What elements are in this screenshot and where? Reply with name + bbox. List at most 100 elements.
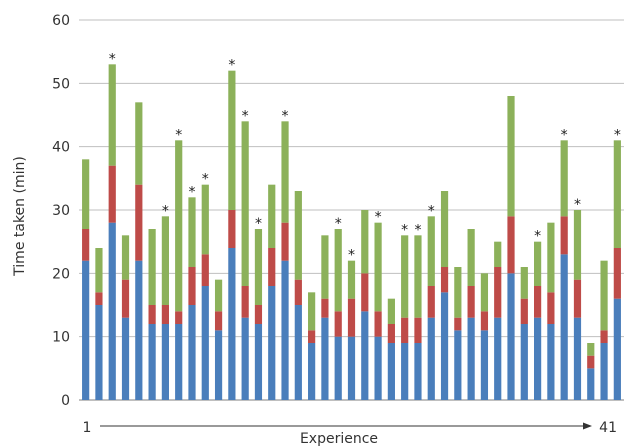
- y-tick-label: 10: [52, 330, 70, 346]
- bar-segment-green: [321, 235, 329, 299]
- bar-segment-red: [427, 286, 435, 318]
- bar-segment-blue: [374, 336, 382, 400]
- bar-segment-red: [401, 317, 409, 343]
- bar-segment-red: [334, 311, 342, 337]
- bar-segment-red: [547, 292, 555, 324]
- bar-segment-blue: [560, 254, 568, 400]
- bar-segment-blue: [507, 273, 515, 400]
- bar-segment-blue: [281, 260, 289, 400]
- y-tick-label: 40: [52, 140, 70, 156]
- bar-segment-green: [520, 267, 528, 299]
- annotation-star: *: [162, 203, 169, 219]
- bar-segment-red: [228, 210, 236, 248]
- bar-segment-blue: [268, 286, 276, 400]
- annotation-star: *: [375, 210, 382, 226]
- bar-segment-red: [82, 229, 90, 261]
- bar-segment-green: [268, 184, 276, 248]
- bar-segment-red: [148, 305, 156, 324]
- bar-segment-blue: [188, 305, 196, 400]
- bar-segment-red: [201, 254, 209, 286]
- bar-segment-red: [440, 267, 449, 293]
- bar-segment-green: [175, 140, 183, 312]
- annotation-markers: * * * * * * * * * * * * * * * * * * *: [109, 51, 621, 263]
- bar-segment-red: [294, 279, 302, 305]
- experience-arrow-head: [583, 422, 592, 430]
- bar-segment-blue: [427, 317, 435, 400]
- bar-segment-blue: [480, 330, 489, 400]
- bar-segment-red: [135, 184, 143, 261]
- bar-segment-blue: [82, 260, 90, 400]
- bar-segment-green: [148, 229, 156, 305]
- bar-segment-blue: [321, 317, 329, 400]
- bar-segment-green: [228, 70, 236, 210]
- bar-segment-green: [401, 235, 409, 318]
- bar-segment-green: [308, 292, 316, 331]
- bar-segment-blue: [121, 317, 130, 400]
- annotation-star: *: [401, 222, 408, 238]
- x-axis-label: Experience: [300, 431, 378, 447]
- bar-segment-green: [241, 121, 249, 286]
- annotation-star: *: [614, 127, 621, 143]
- bar-segment-red: [374, 311, 382, 337]
- bar-segment-blue: [108, 222, 116, 400]
- bar-segment-red: [121, 279, 130, 318]
- annotation-star: *: [335, 216, 342, 232]
- bar-segment-green: [507, 96, 515, 217]
- bar-segment-red: [214, 311, 223, 331]
- bar-segment-red: [600, 330, 608, 343]
- bar-segment-green: [454, 267, 462, 318]
- bar-segment-green: [135, 102, 143, 185]
- annotation-star: *: [202, 172, 209, 188]
- bar-segment-green: [600, 260, 608, 331]
- bar-segment-blue: [600, 343, 608, 400]
- y-tick-label: 50: [52, 76, 70, 92]
- y-axis-tick-labels: 0 10 20 30 40 50 60: [52, 13, 70, 409]
- bar-segment-red: [480, 311, 489, 331]
- bar-segment-blue: [414, 343, 422, 400]
- annotation-star: *: [242, 108, 249, 124]
- bar-segment-green: [188, 197, 196, 267]
- bar-segment-red: [347, 298, 356, 337]
- bar-segment-red: [175, 311, 183, 324]
- annotation-star: *: [574, 197, 581, 213]
- bar-segment-red: [281, 222, 289, 261]
- bar-segment-green: [95, 248, 103, 293]
- bar-segment-green: [427, 216, 435, 286]
- y-tick-label: 30: [52, 203, 70, 219]
- bar-segment-green: [108, 64, 116, 166]
- bar-segment-green: [82, 159, 90, 229]
- bar-segment-green: [361, 210, 369, 274]
- x-axis-end-label: 41: [599, 420, 617, 436]
- bar-segment-green: [294, 191, 302, 280]
- bar-segment-blue: [308, 343, 316, 400]
- bar-segment-blue: [401, 343, 409, 400]
- bar-segment-blue: [494, 317, 502, 400]
- y-axis-label: Time taken (min): [12, 156, 28, 277]
- annotation-star: *: [348, 248, 355, 264]
- bar-segment-red: [414, 317, 422, 343]
- bar-segment-green: [547, 222, 555, 293]
- bar-segment-blue: [241, 317, 249, 400]
- bar-segment-green: [387, 298, 395, 324]
- bar-segment-green: [414, 235, 422, 318]
- annotation-star: *: [561, 127, 568, 143]
- bar-segment-red: [308, 330, 316, 343]
- bar-segment-blue: [534, 317, 542, 400]
- bar-segment-red: [361, 273, 369, 312]
- bar-segment-green: [613, 140, 621, 248]
- bar-segment-blue: [95, 305, 103, 400]
- bar-segment-green: [480, 273, 489, 312]
- bar-segment-blue: [520, 324, 528, 400]
- annotation-star: *: [255, 216, 262, 232]
- bar-segment-green: [121, 235, 130, 280]
- bar-segment-blue: [175, 324, 183, 400]
- bar-segment-blue: [573, 317, 582, 400]
- bar-segment-blue: [334, 336, 342, 400]
- bar-segment-green: [201, 184, 209, 255]
- bar-segment-blue: [201, 286, 209, 400]
- bar-segment-blue: [467, 317, 475, 400]
- bar-segment-red: [321, 298, 329, 318]
- bar-segment-red: [95, 292, 103, 305]
- annotation-star: *: [282, 108, 289, 124]
- bars: [82, 64, 621, 400]
